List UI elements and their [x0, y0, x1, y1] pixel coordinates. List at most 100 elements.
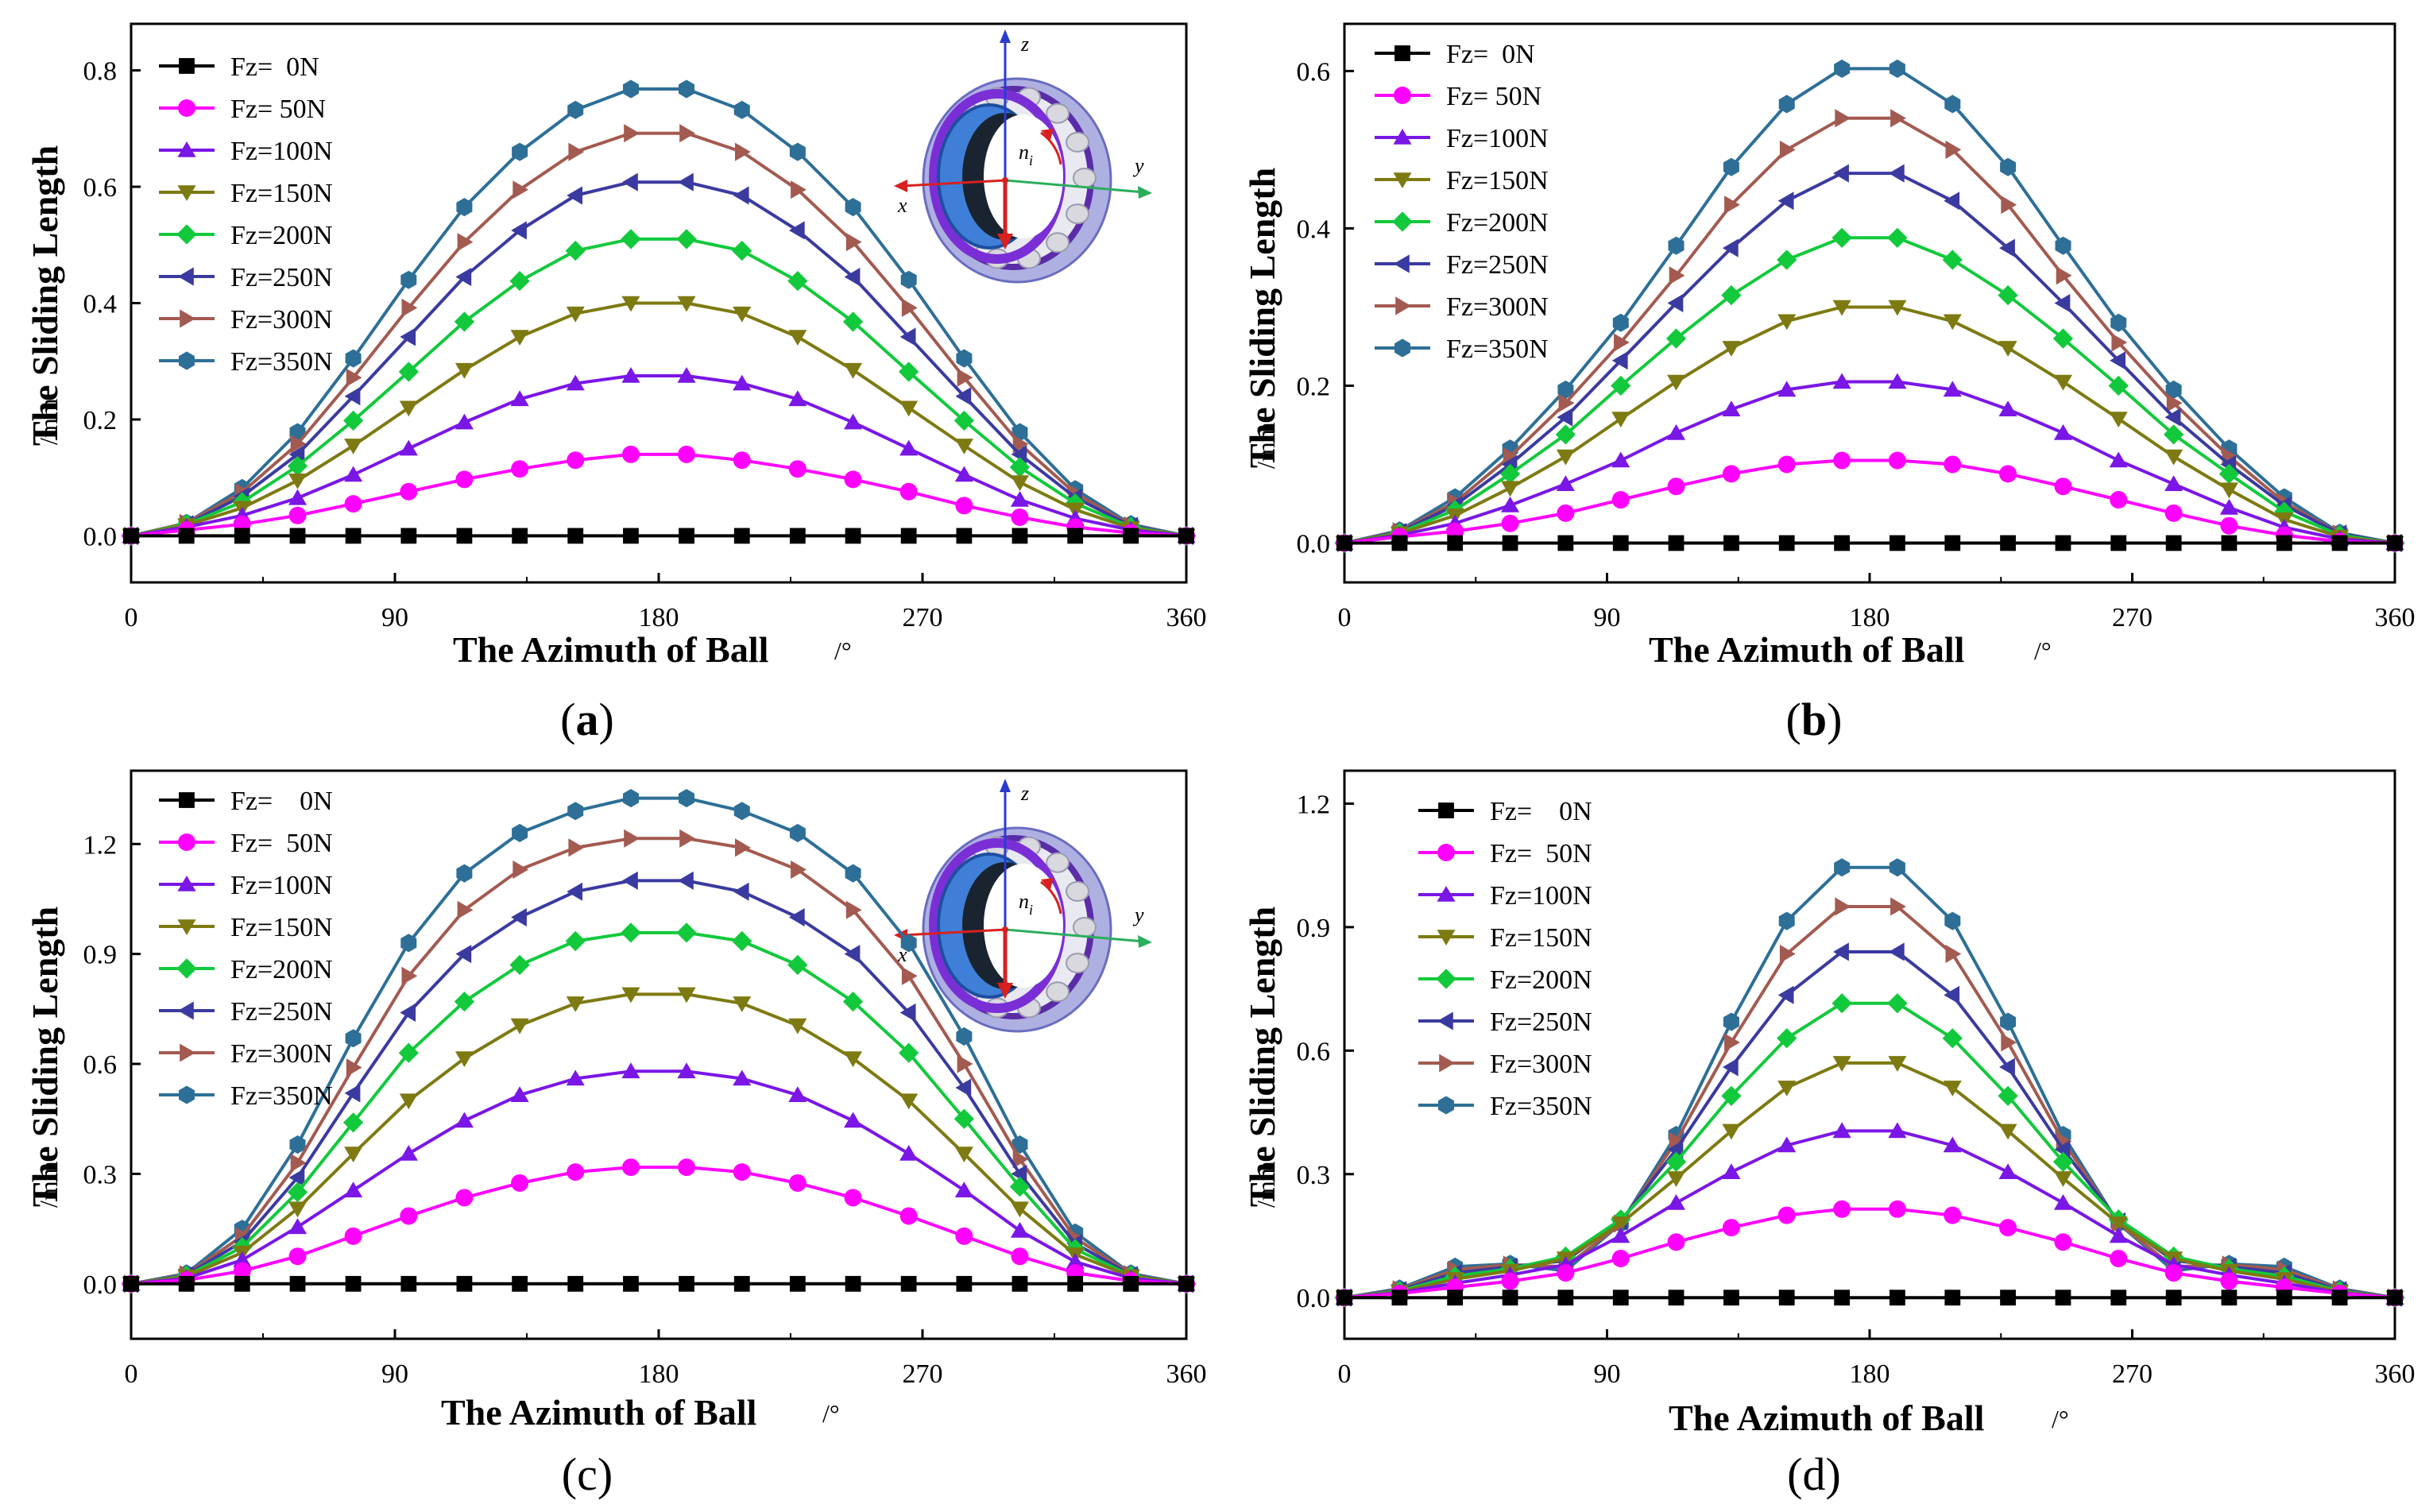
rotation-arc-icon: [1040, 880, 1062, 915]
data-point: [2165, 535, 2182, 551]
data-point: [1611, 351, 1628, 370]
y-tick-label: 0.8: [83, 57, 118, 87]
data-point: [2276, 535, 2292, 551]
data-point: [288, 445, 305, 464]
data-point: [1944, 95, 1961, 114]
data-point: [845, 900, 862, 919]
data-point: [1123, 528, 1139, 544]
data-point: [788, 1086, 807, 1102]
x-tick-label: 360: [2375, 1359, 2416, 1389]
data-point: [677, 987, 696, 1003]
data-point: [512, 1275, 528, 1292]
series-1: [1336, 1200, 2404, 1307]
legend-label: Fz= 50N: [1490, 839, 1592, 868]
data-point: [1942, 249, 1963, 270]
data-point: [2219, 482, 2238, 499]
y-tick-label: 0.0: [83, 522, 118, 551]
data-point: [234, 1275, 250, 1292]
data-point: [2053, 1171, 2072, 1187]
legend-marker: [1437, 1011, 1453, 1031]
data-point: [1557, 1264, 1575, 1282]
ball-shape: [1066, 880, 1090, 902]
data-point: [455, 268, 472, 287]
series-2: [1335, 1122, 2404, 1305]
data-point: [845, 864, 861, 883]
legend-marker: [1439, 1054, 1455, 1073]
data-point: [733, 374, 752, 391]
data-point: [788, 390, 807, 407]
data-point: [1832, 993, 1852, 1014]
data-point: [454, 992, 475, 1012]
data-point: [2053, 1194, 2072, 1210]
data-point: [1667, 1194, 1686, 1210]
legend-label: Fz=300N: [230, 1039, 333, 1069]
data-point: [622, 172, 638, 191]
data-point: [1667, 478, 1685, 496]
data-point: [1833, 942, 1849, 961]
panel-c-yunit: /mm: [34, 1161, 63, 1208]
data-point: [1833, 451, 1851, 470]
data-point: [1009, 1176, 1031, 1197]
data-point: [1834, 858, 1851, 877]
ball-shape: [1046, 981, 1070, 1003]
data-point: [568, 142, 585, 161]
legend-marker: [177, 185, 196, 201]
data-point: [455, 945, 472, 964]
legend: Fz= 0N Fz= 50N Fz=100N Fz=150N Fz=200N Fz=250…: [159, 787, 333, 1111]
data-point: [1555, 424, 1576, 445]
series-line: [130, 930, 1187, 1286]
data-point: [956, 1275, 973, 1292]
data-point: [788, 330, 807, 346]
x-tick-label: 90: [381, 1359, 408, 1389]
data-point: [2052, 328, 2074, 349]
data-point: [1889, 858, 1905, 877]
data-point: [1999, 465, 2017, 483]
data-point: [1668, 535, 1685, 551]
series-line: [1344, 380, 2396, 545]
x-tick-label: 270: [2112, 1359, 2153, 1389]
data-point: [565, 930, 586, 952]
data-point: [789, 1275, 806, 1292]
series-0: [1336, 1290, 2403, 1306]
data-point: [1557, 504, 1575, 522]
series-2: [1335, 373, 2404, 551]
data-point: [844, 1051, 863, 1068]
legend-label: Fz=300N: [1490, 1050, 1592, 1079]
data-point: [900, 1275, 917, 1292]
data-point: [344, 439, 363, 454]
data-point: [2055, 1290, 2071, 1306]
data-point: [2220, 516, 2238, 535]
y-axis-line: [1004, 928, 1145, 943]
data-point: [1835, 109, 1851, 128]
data-point: [1557, 380, 1574, 399]
data-point: [2052, 1151, 2074, 1172]
data-point: [957, 368, 973, 387]
origin-dot: [1002, 177, 1008, 184]
data-point: [1778, 1290, 1795, 1306]
data-point: [1667, 423, 1686, 440]
panel-d-ylabel: The Sliding Length: [1242, 907, 1282, 1207]
data-point: [1501, 1272, 1519, 1290]
data-point: [955, 1078, 972, 1097]
data-point: [344, 1147, 363, 1162]
data-point: [1010, 1221, 1029, 1238]
data-point: [844, 362, 863, 379]
legend-label: Fz=350N: [230, 1081, 333, 1111]
data-point: [1998, 284, 2018, 306]
y-tick-label: 0.6: [83, 173, 118, 203]
panel-a-ylabel: The Sliding Length: [25, 145, 65, 446]
data-point: [1777, 1081, 1797, 1096]
data-point: [456, 528, 473, 544]
data-point: [1010, 1201, 1029, 1218]
data-point: [791, 860, 806, 880]
data-point: [733, 996, 752, 1012]
series-line: [1344, 172, 2396, 545]
y-tick-label: 0.9: [83, 941, 118, 970]
legend-marker: [179, 1085, 195, 1104]
data-point: [178, 1275, 195, 1292]
data-point: [1669, 266, 1685, 285]
data-point: [1723, 1012, 1739, 1031]
